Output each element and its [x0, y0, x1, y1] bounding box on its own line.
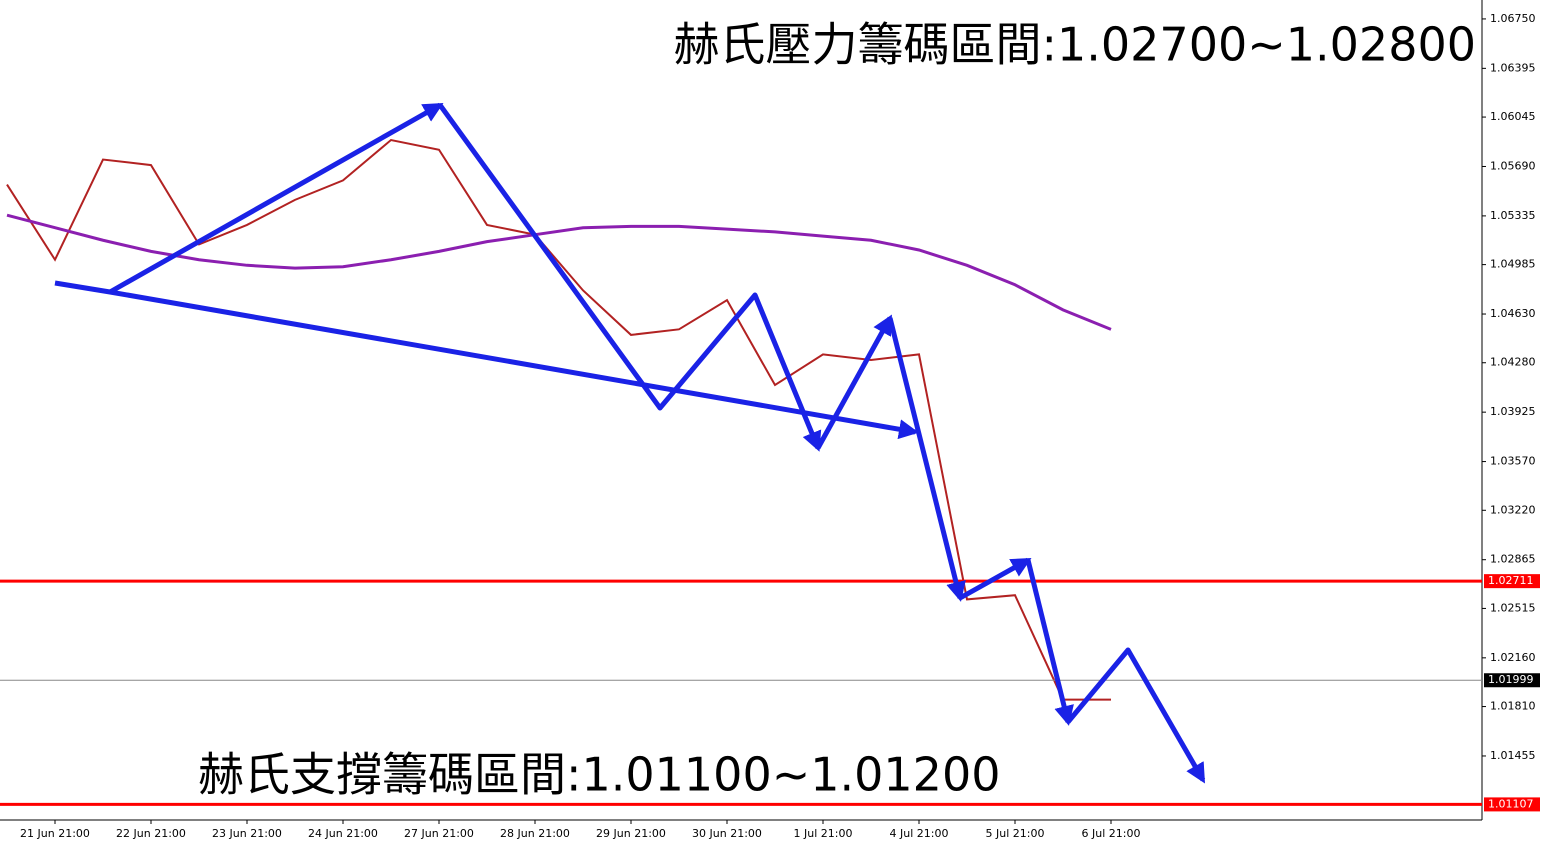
x-tick-label: 29 Jun 21:00 [596, 827, 666, 840]
arrow [437, 103, 822, 452]
x-tick-label: 1 Jul 21:00 [794, 827, 853, 840]
resistance-annotation: 赫氏壓力籌碼區間:1.02700~1.02800 [674, 18, 1476, 72]
arrow [1025, 559, 1074, 726]
price-line [6, 138, 1111, 701]
x-tick-label: 24 Jun 21:00 [308, 827, 378, 840]
x-tick-label: 5 Jul 21:00 [986, 827, 1045, 840]
price-line [6, 213, 1112, 331]
y-tick-label: 1.03570 [1490, 455, 1536, 468]
y-tick-label: 1.05690 [1490, 159, 1536, 172]
y-tick-label: 1.06395 [1490, 61, 1536, 74]
trend-arrows [54, 102, 1206, 784]
level-label-box [1484, 574, 1540, 589]
x-tick-label: 23 Jun 21:00 [212, 827, 282, 840]
y-tick-label: 1.04630 [1490, 307, 1536, 320]
level-label-box [1484, 797, 1540, 812]
y-tick-label: 1.01810 [1490, 700, 1536, 713]
y-tick-label: 1.03220 [1490, 503, 1536, 516]
x-tick-label: 22 Jun 21:00 [116, 827, 186, 840]
y-tick-label: 1.02515 [1490, 601, 1536, 614]
x-tick-label: 4 Jul 21:00 [890, 827, 949, 840]
y-tick-label: 1.05335 [1490, 209, 1536, 222]
support-annotation: 赫氏支撐籌碼區間:1.01100~1.01200 [198, 748, 1000, 802]
y-tick-label: 1.06750 [1490, 12, 1536, 25]
arrow [958, 557, 1032, 601]
x-tick-label: 27 Jun 21:00 [404, 827, 474, 840]
x-tick-label: 21 Jun 21:00 [20, 827, 90, 840]
y-tick-label: 1.03925 [1490, 405, 1536, 418]
y-tick-label: 1.06045 [1490, 110, 1536, 123]
level-label: 1.01107 [1488, 797, 1534, 810]
level-label: 1.01999 [1488, 673, 1534, 686]
y-tick-label: 1.01455 [1490, 749, 1536, 762]
arrow [815, 314, 893, 450]
y-tick-label: 1.04985 [1490, 258, 1536, 271]
arrow [1066, 647, 1206, 784]
y-tick-label: 1.04280 [1490, 356, 1536, 369]
x-tick-label: 6 Jul 21:00 [1082, 827, 1141, 840]
x-tick-label: 28 Jun 21:00 [500, 827, 570, 840]
y-tick-label: 1.02160 [1490, 651, 1536, 664]
y-tick-label: 1.02865 [1490, 553, 1536, 566]
level-label-box [1484, 673, 1540, 688]
x-tick-label: 30 Jun 21:00 [692, 827, 762, 840]
level-label: 1.02711 [1488, 574, 1534, 587]
arrow [887, 317, 966, 602]
arrow [109, 289, 919, 440]
